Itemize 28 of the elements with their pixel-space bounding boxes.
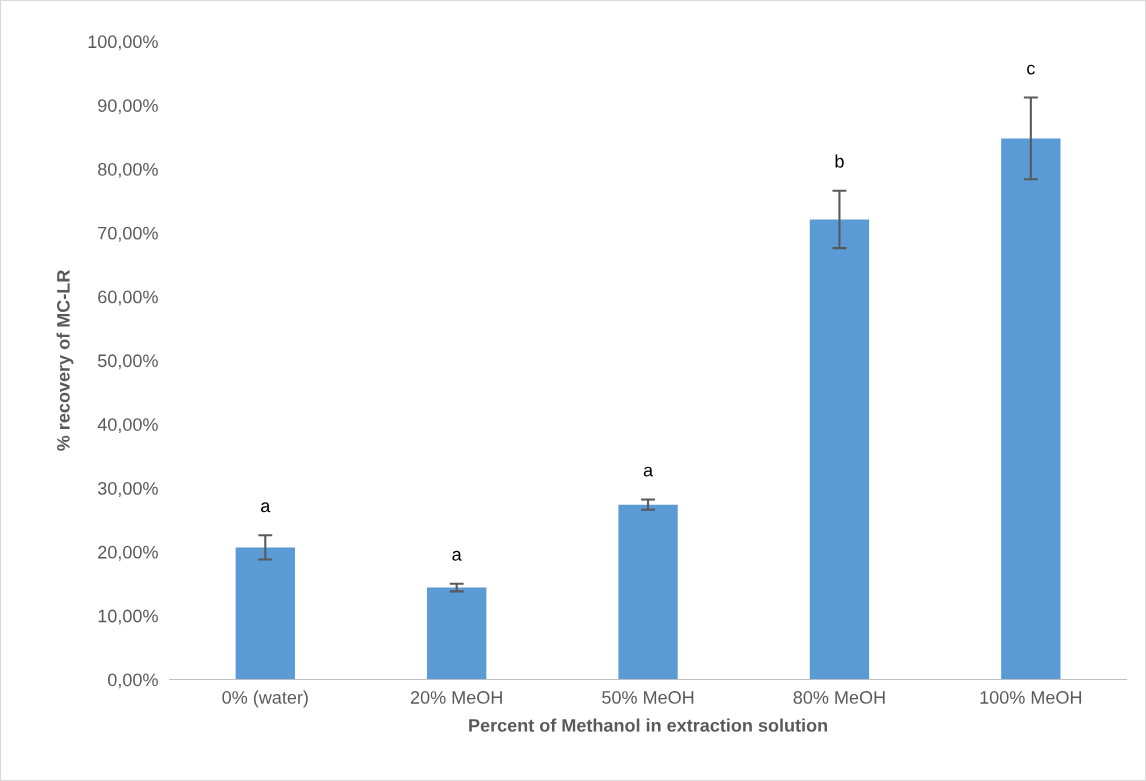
annotation: a: [643, 466, 654, 477]
y-tick-label: 30,00%: [97, 481, 158, 497]
x-tick-label: 20% MeOH: [410, 691, 502, 704]
bar: [618, 504, 678, 680]
x-tick-label: 0% (water): [222, 690, 308, 708]
x-tick-label: 100% MeOH: [980, 691, 1082, 704]
bar: [809, 219, 870, 680]
annotation: c: [1027, 64, 1035, 75]
y-tick-label: 70,00%: [98, 226, 158, 242]
bar: [235, 547, 295, 680]
y-tick-label: 80,00%: [98, 162, 158, 178]
y-tick-label: 100,00%: [88, 35, 158, 51]
y-tick-label: 50,00%: [97, 354, 158, 370]
y-tick-label: 90,00%: [98, 99, 158, 115]
y-tick-label: 10,00%: [98, 609, 158, 625]
y-tick-label: 20,00%: [98, 545, 158, 561]
x-tick-label: 50% MeOH: [602, 691, 694, 704]
x-axis-title: Percent of Methanol in extraction solution: [469, 718, 828, 732]
bar: [427, 587, 487, 680]
y-axis-title: % recovery of MC-LR: [56, 270, 74, 451]
annotation: b: [835, 154, 844, 168]
annotation: a: [261, 502, 271, 513]
bar: [1001, 138, 1061, 680]
x-tick-label: 80% MeOH: [793, 691, 885, 704]
y-tick-label: 60,00%: [98, 290, 158, 306]
y-tick-label: 40,00%: [97, 418, 158, 434]
annotation: a: [452, 550, 462, 561]
y-tick-label: 0,00%: [108, 673, 158, 689]
